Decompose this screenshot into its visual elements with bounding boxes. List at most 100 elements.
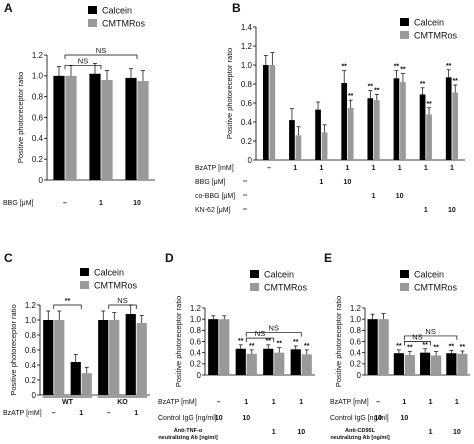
panel-a-legend-swatch-calcein	[88, 6, 97, 14]
panel-c-bar-calcein-3	[98, 320, 109, 395]
panel-d-bar-calcein-2	[235, 348, 246, 375]
panel-d-bar-cmtmros-1	[219, 319, 230, 375]
panel-c-legend-swatch-cmtmros	[80, 281, 89, 289]
panel-d-ytick-label-6: 1.2	[190, 304, 202, 313]
panel-a-bar-calcein-2	[89, 73, 101, 180]
panel-d-sig-cmtmros-4: **	[304, 343, 310, 350]
panel-b-bar-calcein-2	[289, 120, 295, 160]
panel-a-bracket-label-1: NS	[78, 56, 88, 65]
panel-b-legend-swatch-cmtmros	[400, 31, 409, 39]
panel-c-bar-cmtmros-3	[109, 320, 120, 395]
panel-e-bar-cmtmros-4	[457, 353, 468, 375]
panel-b-sig-cmtmros-4: **	[348, 93, 354, 100]
panel-a-ytick-label-0: 0	[39, 176, 44, 185]
panel-e-cond-1-2: 1	[402, 399, 406, 406]
panel-d-cond-3-4: 10	[297, 429, 305, 436]
panel-b-cond-4-7: 1	[424, 207, 428, 214]
panel-b-bar-calcein-6	[393, 78, 400, 160]
panel-c-bracket-label-2: NS	[117, 296, 127, 305]
panel-e-legend-swatch-calcein	[400, 270, 409, 278]
panel-a-bar-calcein-3	[125, 77, 137, 180]
panel-c-bar-calcein-1	[43, 320, 54, 395]
panel-a-ytick-label-1: 0.2	[32, 155, 44, 164]
panel-b-bar-cmtmros-8	[452, 92, 459, 160]
panel-e-ytick-label-6: 1.2	[350, 304, 362, 313]
panel-e-ytick-label-5: 1.0	[350, 315, 362, 324]
panel-d-bar-cmtmros-3	[274, 352, 285, 375]
panel-d-sig-cmtmros-3: **	[277, 341, 283, 348]
panel-b-legend: Calcein CMTMRos	[400, 18, 457, 41]
panel-b-cond-label-4: KN-62 [μM]	[195, 207, 231, 214]
panel-e-legend: Calcein CMTMRos	[400, 270, 457, 293]
panel-d-chart: D Calcein CMTMRos 0 0.2 0.4 0.6 0.8 1.0 1.2 Positi…	[158, 251, 315, 441]
panel-c-cond-label-1: BzATP [mM]	[3, 410, 42, 417]
panel-a-y-label: Positive photoreceptor ratio	[16, 72, 25, 163]
panel-e-cond-1-3: 1	[429, 399, 433, 406]
panel-b-y-label: Positive photoreceptor ratio	[225, 48, 234, 139]
panel-c-ytick-label-6: 1.2	[25, 301, 37, 310]
panel-d-y-label: Positive photoreceptor ratio	[174, 296, 183, 387]
panel-b-ytick-label-6: 1.2	[241, 42, 253, 51]
panel-d-cond-3-3: 1	[272, 429, 276, 436]
panel-c-legend-label-cmtmros: CMTMRos	[94, 281, 137, 291]
panel-c-cond-1-1: –	[52, 410, 56, 417]
panel-d-sig-calcein-4: **	[293, 339, 299, 346]
panel-e-cond-1-4: 1	[455, 399, 459, 406]
panel-b-bar-cmtmros-6	[400, 82, 406, 160]
panel-e-cond-label-2: Control IgG [ng/ml]	[330, 415, 389, 422]
panel-b-ytick-label-0: 0	[248, 156, 253, 165]
panel-b-cond-3-6: 10	[396, 193, 404, 200]
panel-a-legend-label-calcein: Calcein	[102, 6, 132, 16]
panel-b-bar-calcein-4	[341, 83, 348, 160]
panel-b-letter: B	[232, 1, 241, 15]
panel-d-legend-swatch-cmtmros	[250, 283, 259, 291]
panel-e-bracket-label-2: NS	[425, 327, 435, 336]
panel-e-bracket-label-1: NS	[412, 333, 422, 342]
panel-c-cond-1-3: –	[107, 410, 111, 417]
panel-d-cond-2-2: 10	[242, 415, 250, 422]
panel-e-ytick-label-0: 0	[357, 371, 362, 380]
panel-a-bar-calcein-1	[53, 75, 65, 180]
panel-e-cond-2-2: 10	[400, 415, 408, 422]
panel-e-chart: E Calcein CMTMRos 0 0.2 0.4 0.6 0.8 1.0 1.2 Positi…	[324, 251, 470, 441]
panel-b-bar-cmtmros-1	[269, 65, 276, 160]
panel-d-bar-calcein-4	[290, 349, 301, 375]
panel-c-bar-cmtmros-2	[81, 373, 92, 395]
panel-b-cond-label-3: co-BBG [μM]	[195, 193, 235, 200]
panel-b-cond-2-3: 1	[319, 179, 323, 186]
panel-e-cond-label-3-a: Anti-CD95L	[345, 428, 376, 434]
panel-c-bar-cmtmros-1	[54, 320, 65, 395]
panel-c-legend: Calcein CMTMRos	[80, 268, 137, 291]
panel-a-bracket-1	[64, 65, 102, 70]
panel-b-sig-calcein-8: **	[446, 63, 452, 70]
panel-d-ytick-label-2: 0.4	[190, 348, 202, 357]
panel-a-bracket-2	[64, 54, 138, 59]
panel-b-sig-cmtmros-8: **	[452, 78, 458, 85]
panel-c-letter: C	[4, 251, 13, 265]
panel-e-cond-1-1: –	[376, 399, 380, 406]
panel-a-ytick-label-4: 0.8	[32, 92, 44, 101]
panel-e-sig-cmtmros-4: **	[460, 344, 466, 351]
panel-d-legend-label-calcein: Calcein	[264, 270, 294, 280]
panel-b-legend-swatch-calcein	[400, 18, 409, 26]
panel-e-bar-calcein-3	[420, 352, 431, 375]
panel-b-cond-1-3: 1	[319, 165, 323, 172]
panel-c-ytick-label-3: 0.6	[25, 346, 37, 355]
panel-b-cond-4-8: 10	[448, 207, 456, 214]
panel-b-sig-cmtmros-7: **	[426, 101, 432, 108]
panel-b-cond-3-5: 1	[372, 193, 376, 200]
panel-c-bar-cmtmros-4	[136, 323, 147, 395]
panel-b-cond-1-6: 1	[398, 165, 402, 172]
panel-b-bar-calcein-1	[262, 65, 269, 160]
panel-a-ytick-label-6: 1.2	[32, 51, 44, 60]
panel-d-sig-cmtmros-2: **	[249, 343, 255, 350]
panel-e-ytick-label-3: 0.6	[350, 337, 362, 346]
panel-e-bar-calcein-1	[367, 319, 378, 375]
panel-b-cond-1-2: 1	[293, 165, 297, 172]
panel-d-ytick-label-4: 0.8	[190, 326, 202, 335]
panel-b-cond-1-4: 1	[345, 165, 349, 172]
panel-a-legend-swatch-cmtmros	[88, 19, 97, 27]
panel-a-letter: A	[4, 1, 13, 15]
panel-b-bar-cmtmros-2	[295, 135, 302, 160]
